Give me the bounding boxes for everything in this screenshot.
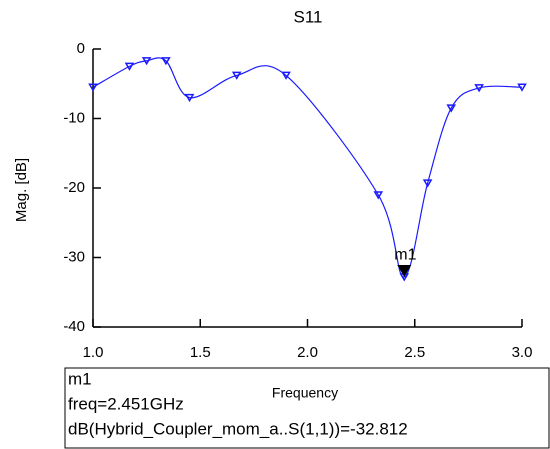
point-marker xyxy=(517,83,527,92)
point-marker xyxy=(161,57,171,66)
y-tick-label: -40 xyxy=(63,318,85,335)
x-tick-label: 2.5 xyxy=(404,344,425,361)
x-tick-label: 2.0 xyxy=(297,344,318,361)
x-tick-label: 1.0 xyxy=(83,344,104,361)
marker-label: m1 xyxy=(394,246,416,263)
marker-readout-box xyxy=(64,367,550,449)
point-marker xyxy=(231,71,242,80)
series-line xyxy=(92,57,523,278)
point-marker xyxy=(373,191,384,200)
point-marker xyxy=(422,179,433,188)
y-tick-label: -30 xyxy=(63,248,85,265)
overlay: m1 freq=2.451GHz dB(Hybrid_Coupler_mom_a..… xyxy=(68,369,408,438)
y-axis-label: Mag. [dB] xyxy=(13,158,30,222)
point-marker xyxy=(88,83,98,92)
point-marker xyxy=(446,104,457,113)
point-marker xyxy=(184,93,195,103)
x-axis-label: Frequency xyxy=(272,385,338,401)
point-marker xyxy=(141,57,152,66)
marker-readout-line: m1 xyxy=(68,369,92,388)
point-marker xyxy=(281,71,291,80)
chart-title: S11 xyxy=(294,7,323,26)
x-tick-label: 1.5 xyxy=(190,344,211,361)
marker-triangle xyxy=(397,265,412,278)
point-marker xyxy=(474,84,484,93)
marker-readout-line: freq=2.451GHz xyxy=(68,394,184,413)
x-tick-label: 3.0 xyxy=(512,344,533,361)
y-tick-label: -20 xyxy=(63,179,85,196)
y-tick-label: 0 xyxy=(77,40,85,57)
y-tick-label: -10 xyxy=(63,109,85,126)
point-marker xyxy=(124,62,135,71)
plot-area: m1 xyxy=(88,57,527,282)
marker-readout-line: dB(Hybrid_Coupler_mom_a..S(1,1))=-32.812 xyxy=(68,419,408,438)
